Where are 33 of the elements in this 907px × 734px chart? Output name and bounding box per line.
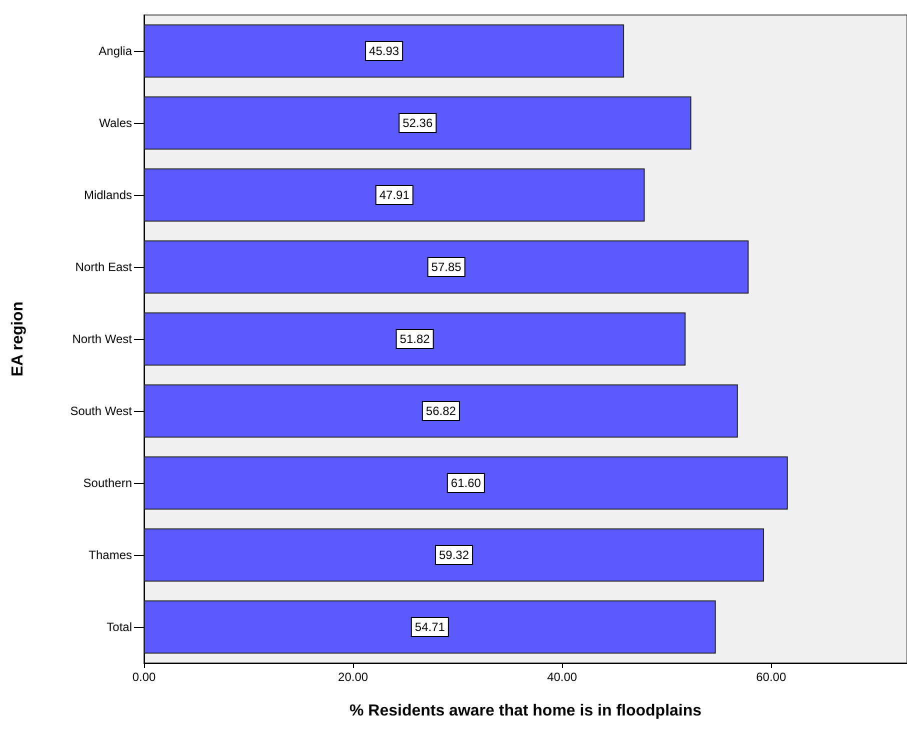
y-tick-label: South West: [70, 404, 133, 418]
data-label: 56.82: [426, 404, 456, 418]
y-tick-label: Midlands: [84, 188, 132, 202]
y-tick-label: Wales: [99, 116, 132, 130]
y-tick-label: Southern: [83, 476, 132, 490]
y-tick-label: Total: [106, 620, 132, 634]
bar: [144, 96, 692, 150]
x-tick-label: 40.00: [547, 670, 578, 684]
data-label: 47.91: [379, 188, 410, 202]
data-label: 51.82: [400, 332, 430, 346]
bar: [144, 384, 738, 438]
bar: [144, 168, 645, 222]
y-tick-label: Thames: [88, 548, 132, 562]
x-tick-label: 60.00: [756, 670, 786, 684]
y-tick-label: North West: [72, 332, 133, 346]
bar: [144, 312, 686, 366]
data-label: 61.60: [450, 476, 482, 490]
data-label: 54.71: [414, 620, 446, 634]
bar: [144, 456, 788, 510]
x-tick-label: 20.00: [338, 670, 368, 684]
y-axis-title: EA region: [10, 302, 26, 376]
data-label: 57.85: [431, 260, 462, 274]
x-tick-label: 0.00: [132, 670, 156, 684]
y-tick-label: North East: [75, 260, 133, 274]
x-axis-title: % Residents aware that home is in floodplains: [349, 702, 702, 720]
data-label: 45.93: [369, 44, 400, 58]
bar: [144, 528, 764, 582]
bar: [144, 600, 716, 654]
bar: [144, 240, 749, 294]
y-tick-label: Anglia: [98, 44, 132, 58]
data-label: 52.36: [402, 116, 433, 130]
data-label: 59.32: [438, 548, 470, 562]
bar: [144, 24, 624, 78]
